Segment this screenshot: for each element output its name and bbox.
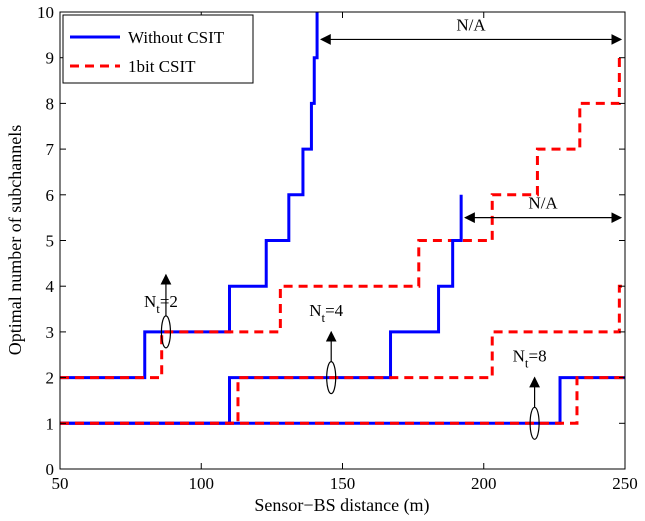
x-axis-label: Sensor−BS distance (m) [254, 495, 429, 516]
y-tick-label-5: 5 [46, 232, 55, 251]
y-tick-label-0: 0 [46, 460, 55, 479]
y-tick-label-10: 10 [37, 3, 54, 22]
y-axis-label: Optimal number of subchannels [5, 125, 25, 355]
annotation-layer: Nt=2 Nt=4 Nt=8 N/A N/A [144, 15, 623, 440]
y-tick-label-1: 1 [46, 414, 55, 433]
legend: Without CSIT 1bit CSIT [62, 14, 254, 84]
x-tick-label-100: 100 [189, 474, 215, 493]
x-tick-label-150: 150 [330, 474, 356, 493]
plot-area [60, 12, 625, 469]
legend-box [62, 14, 254, 84]
y-tick-label-8: 8 [46, 94, 55, 113]
legend-label-1bit-csit: 1bit CSIT [128, 57, 196, 76]
annotation-label-1: Nt=2 [144, 292, 178, 316]
y-tick-label-7: 7 [46, 140, 55, 159]
legend-label-without-csit: Without CSIT [128, 28, 225, 47]
y-tick-label-9: 9 [46, 49, 55, 68]
series-line-nt=4-without-csit [60, 194, 463, 425]
y-tick-label-4: 4 [46, 277, 55, 296]
na-range-label-1: N/A [456, 15, 486, 34]
x-tick-label-250: 250 [612, 474, 638, 493]
x-tick-label-50: 50 [52, 474, 69, 493]
annotation-label-3: Nt=8 [513, 347, 547, 371]
series-line-nt=8-1bit-csit [60, 376, 625, 425]
y-tick-label-6: 6 [46, 186, 55, 205]
axis-layer: 50 100 150 200 250 0 1 2 3 4 5 6 7 8 9 10 [37, 3, 638, 493]
x-tick-label-200: 200 [471, 474, 497, 493]
y-tick-label-2: 2 [46, 369, 55, 388]
na-range-label-2: N/A [528, 194, 558, 213]
series-line-nt=4-1bit-csit [60, 284, 625, 425]
y-tick-label-3: 3 [46, 323, 55, 342]
annotation-label-2: Nt=4 [309, 301, 343, 325]
